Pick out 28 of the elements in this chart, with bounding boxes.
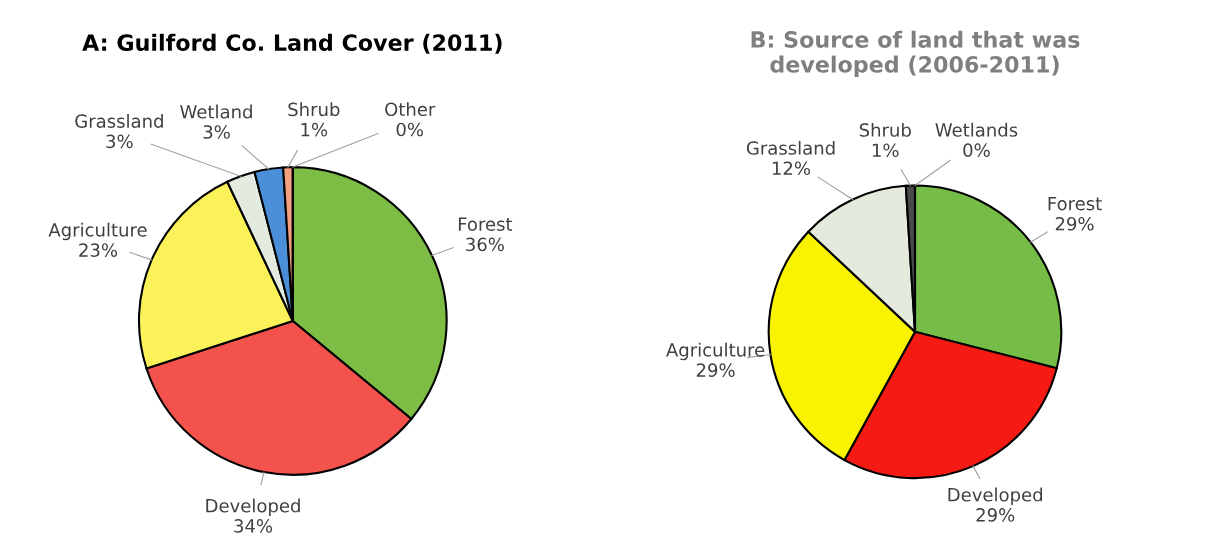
data-label: 12% bbox=[772, 161, 811, 176]
text: 0% bbox=[396, 122, 424, 137]
data-label: 23% bbox=[79, 243, 118, 257]
data-label: 29% bbox=[696, 363, 735, 377]
slice-label: Agriculture bbox=[666, 342, 765, 361]
data-label: 1% bbox=[301, 122, 328, 137]
chart-title: B: Source of land that was developed (2006-2011) bbox=[751, 30, 1080, 78]
text: 0% bbox=[963, 143, 990, 157]
category-label: Other bbox=[385, 102, 436, 117]
data-label: 29% bbox=[1055, 216, 1094, 231]
slice-label: Grassland bbox=[75, 113, 163, 128]
data-label: 3% bbox=[106, 134, 133, 149]
slice-label: Developed bbox=[948, 487, 1042, 506]
slice-label: Wetland bbox=[180, 104, 252, 119]
slice-label: Agriculture bbox=[48, 222, 147, 241]
slice-label: Shrub bbox=[859, 122, 911, 137]
data-label: 34% bbox=[234, 519, 273, 533]
category-label: Wetlands bbox=[935, 122, 1018, 137]
slice-label: Forest bbox=[458, 217, 513, 231]
data-label: 3% bbox=[203, 125, 230, 139]
data-label: 29% bbox=[976, 508, 1015, 522]
data-label: 1% bbox=[872, 143, 899, 158]
data-label: 36% bbox=[466, 237, 504, 252]
chart-title: A: Guilford Co. Land Cover (2011) bbox=[82, 33, 502, 54]
slice-label: Developed bbox=[206, 498, 300, 517]
slice-label: Shrub bbox=[288, 102, 340, 117]
slice-label: Grassland bbox=[746, 140, 835, 155]
slice-label: Forest bbox=[1048, 196, 1102, 211]
